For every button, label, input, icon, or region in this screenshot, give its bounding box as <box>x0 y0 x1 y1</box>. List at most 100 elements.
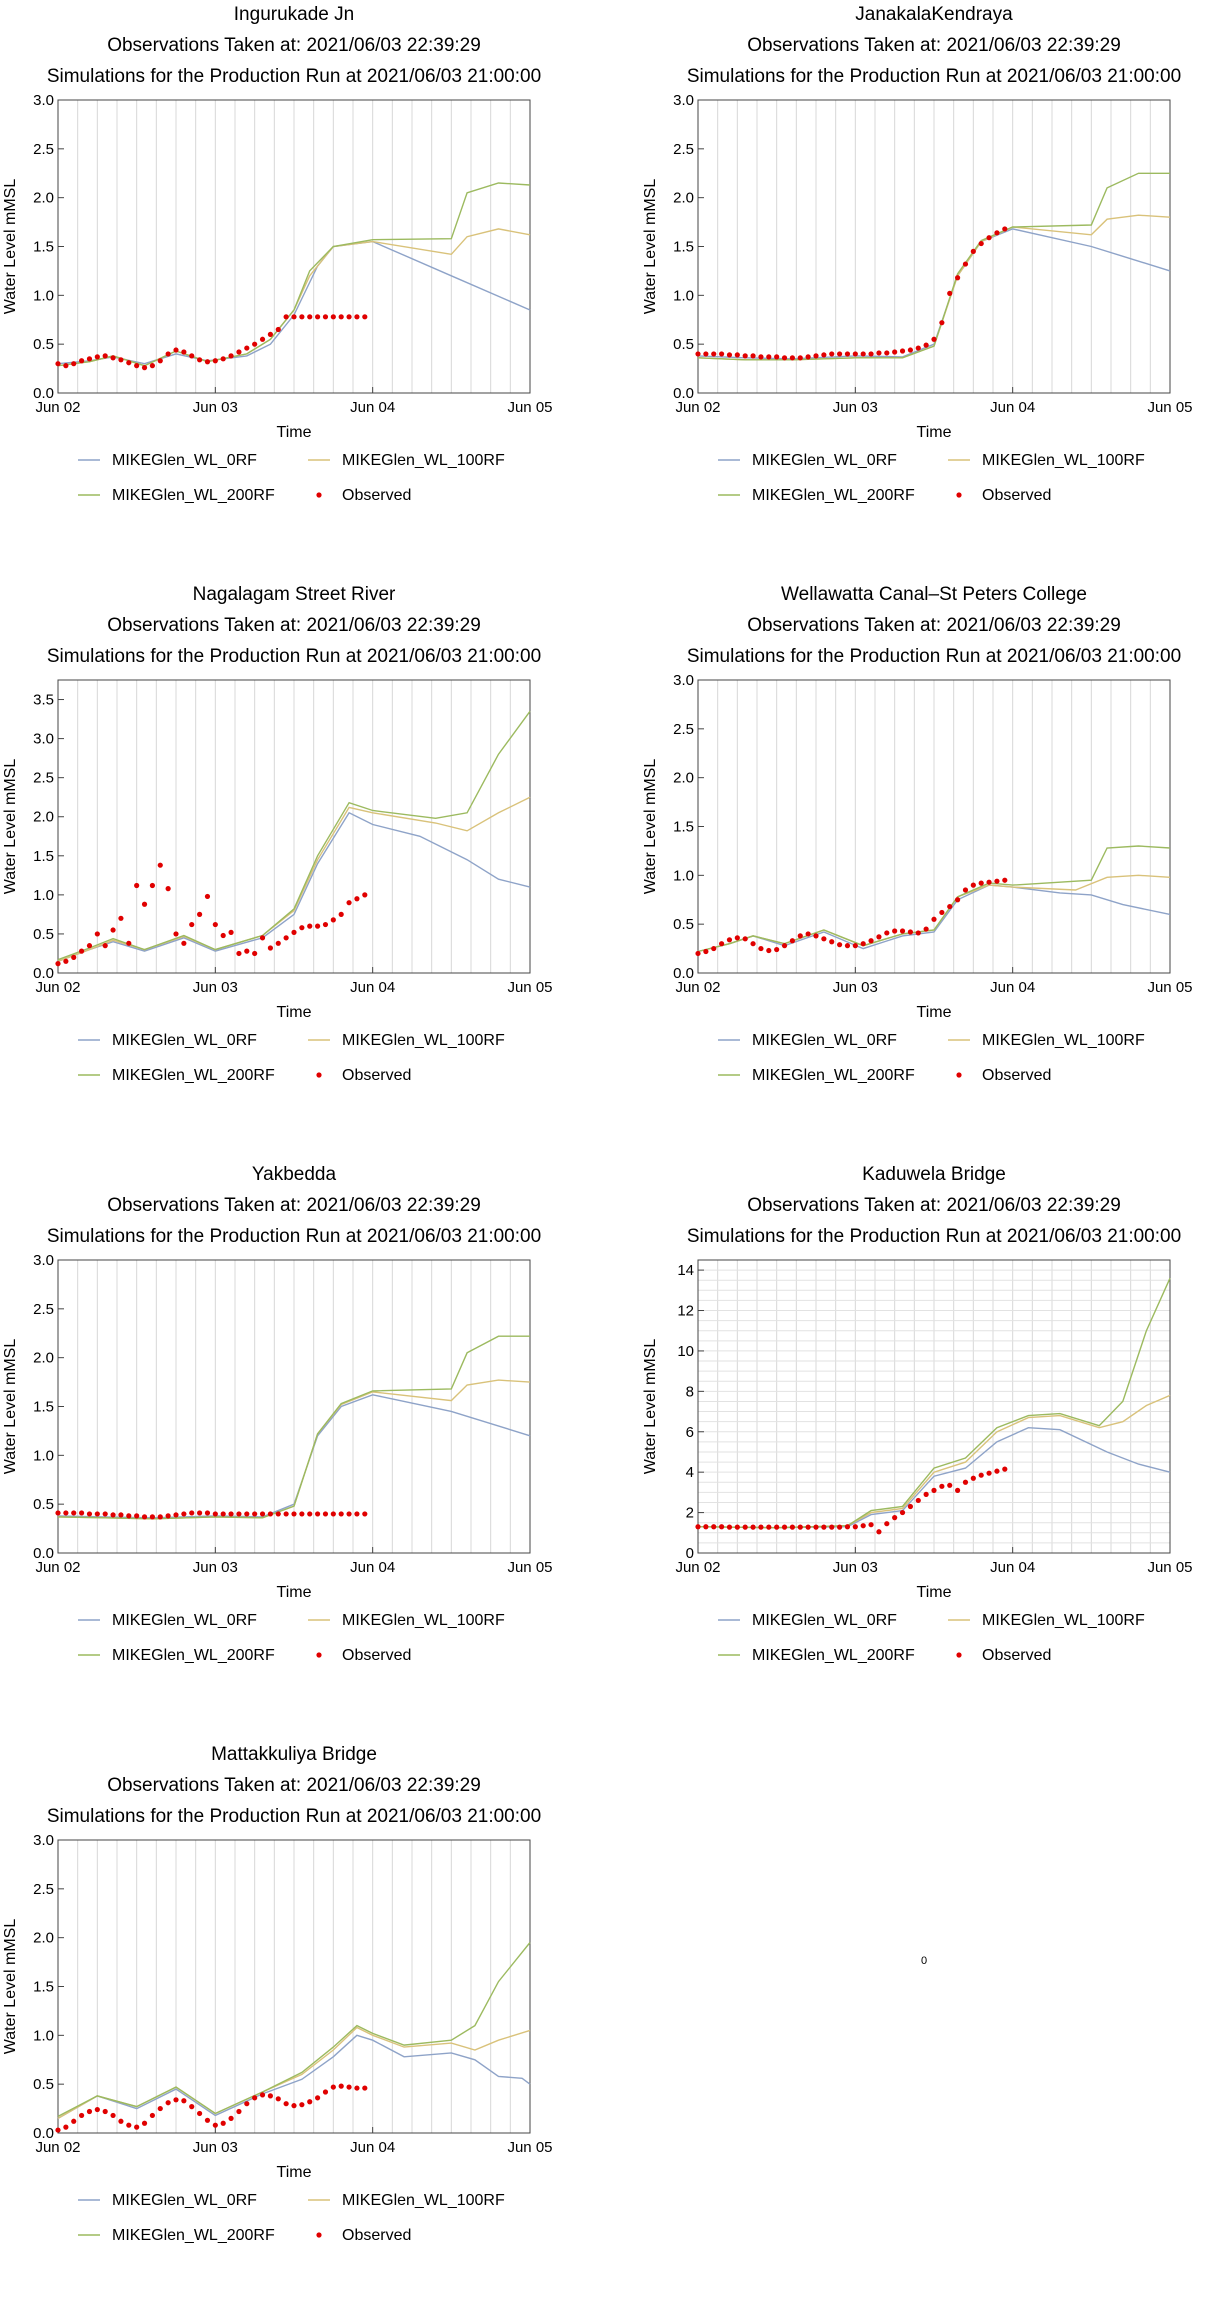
observed-point <box>726 352 733 358</box>
y-axis-label: Water Level mMSL <box>642 759 659 895</box>
series-line-MIKEGlen_WL_200RF <box>57 710 531 961</box>
observed-points <box>55 862 368 967</box>
observed-point <box>299 925 305 931</box>
observed-point <box>837 351 843 357</box>
observed-point <box>181 349 187 355</box>
legend-label: Observed <box>342 1067 411 1084</box>
x-tick-label: Jun 02 <box>675 979 720 996</box>
observed-point <box>134 2124 140 2130</box>
observed-point <box>102 2108 108 2115</box>
observed-point <box>322 314 329 320</box>
x-axis-label: Time <box>277 1004 312 1021</box>
legend-label: MIKEGlen_WL_100RF <box>342 452 505 469</box>
x-tick-label: Jun 02 <box>35 1559 80 1576</box>
observed-point <box>346 1511 352 1517</box>
y-tick-label: 3.0 <box>33 1252 54 1269</box>
observed-point <box>726 1524 733 1530</box>
observed-point <box>94 2106 100 2113</box>
observed-point <box>719 1524 725 1530</box>
x-axis: Jun 02 Jun 03 Jun 04 Jun 05 <box>35 967 553 996</box>
observed-point <box>362 892 368 898</box>
observed-point <box>362 314 368 320</box>
y-tick-label: 1.5 <box>33 848 54 865</box>
chart-subtitle: Simulations for the Production Run at 20… <box>47 646 541 667</box>
observed-point <box>915 345 921 351</box>
y-tick-label: 2.0 <box>33 1930 54 1947</box>
observed-point <box>291 2103 297 2109</box>
observed-point <box>978 240 984 247</box>
y-tick-label: 2.5 <box>33 1301 54 1318</box>
observed-point <box>134 1513 140 1519</box>
observed-point <box>322 921 329 928</box>
observed-point <box>330 2084 336 2090</box>
observed-point <box>750 1524 756 1530</box>
observed-point <box>947 903 953 910</box>
observed-point <box>212 358 218 364</box>
observed-point <box>868 938 874 944</box>
observed-point <box>742 936 748 942</box>
observed-point <box>220 2120 226 2126</box>
observed-point <box>986 235 992 241</box>
observed-point <box>204 359 211 365</box>
x-tick-label: Jun 02 <box>675 399 720 416</box>
observed-point <box>307 923 313 929</box>
observed-point <box>829 939 835 945</box>
observed-point <box>797 355 803 361</box>
observed-point <box>110 927 116 933</box>
observed-point <box>283 2101 289 2107</box>
series-line-MIKEGlen_WL_200RF <box>697 1277 1171 1529</box>
x-tick-label: Jun 04 <box>350 979 395 996</box>
x-tick-label: Jun 03 <box>193 2139 238 2156</box>
chart-panel: JanakalaKendraya Observations Taken at: 2… <box>640 0 1217 560</box>
y-tick-label: 2.0 <box>33 190 54 207</box>
observed-point <box>126 1513 132 1519</box>
legend: MIKEGlen_WL_0RF MIKEGlen_WL_100RF MIKEGlen… <box>78 2192 505 2244</box>
observed-point <box>94 354 100 360</box>
observed-point <box>79 2112 85 2119</box>
observed-point <box>126 360 132 366</box>
observed-point <box>236 2108 242 2115</box>
observed-point <box>955 275 961 281</box>
observed-point <box>71 1510 77 1516</box>
observed-point <box>758 945 764 952</box>
observed-point <box>228 929 234 935</box>
observed-point <box>931 916 937 922</box>
legend: MIKEGlen_WL_0RF MIKEGlen_WL_100RF MIKEGlen… <box>78 1612 505 1664</box>
legend-label: MIKEGlen_WL_100RF <box>342 1032 505 1049</box>
observed-point <box>923 1491 929 1497</box>
legend-label: Observed <box>342 1647 411 1664</box>
observed-point <box>726 937 733 943</box>
observed-point <box>63 363 69 369</box>
observed-point <box>291 929 297 935</box>
observed-point <box>55 2127 61 2133</box>
legend-label: MIKEGlen_WL_0RF <box>112 2192 257 2209</box>
y-tick-label: 3.5 <box>33 692 54 709</box>
observed-point <box>939 1483 945 1489</box>
x-tick-label: Jun 04 <box>350 399 395 416</box>
observed-point <box>102 1511 108 1517</box>
observed-point <box>884 1521 890 1527</box>
x-tick-label: Jun 05 <box>1147 979 1192 996</box>
y-axis: 0.0 0.5 1.0 1.5 2.0 2.5 3.0 <box>33 92 64 402</box>
legend-label: MIKEGlen_WL_0RF <box>112 1032 257 1049</box>
chart-title: Mattakkuliya Bridge <box>211 1744 377 1765</box>
plot-frame <box>697 1259 1171 1554</box>
observed-point <box>189 921 195 928</box>
observed-point <box>220 356 226 362</box>
legend-label: Observed <box>342 487 411 504</box>
observed-point <box>734 1524 740 1530</box>
observed-point <box>781 1524 788 1530</box>
legend-swatch <box>956 492 962 498</box>
observed-point <box>173 347 179 353</box>
observed-point <box>970 248 976 254</box>
observed-point <box>695 1524 701 1530</box>
observed-point <box>212 1511 218 1517</box>
observed-point <box>299 1511 305 1517</box>
observed-point <box>134 363 140 369</box>
y-tick-label: 0.0 <box>33 385 54 402</box>
observed-point <box>283 935 289 941</box>
legend-label: MIKEGlen_WL_0RF <box>752 1612 897 1629</box>
observed-point <box>907 929 913 935</box>
x-tick-label: Jun 02 <box>35 2139 80 2156</box>
observed-point <box>55 961 61 967</box>
